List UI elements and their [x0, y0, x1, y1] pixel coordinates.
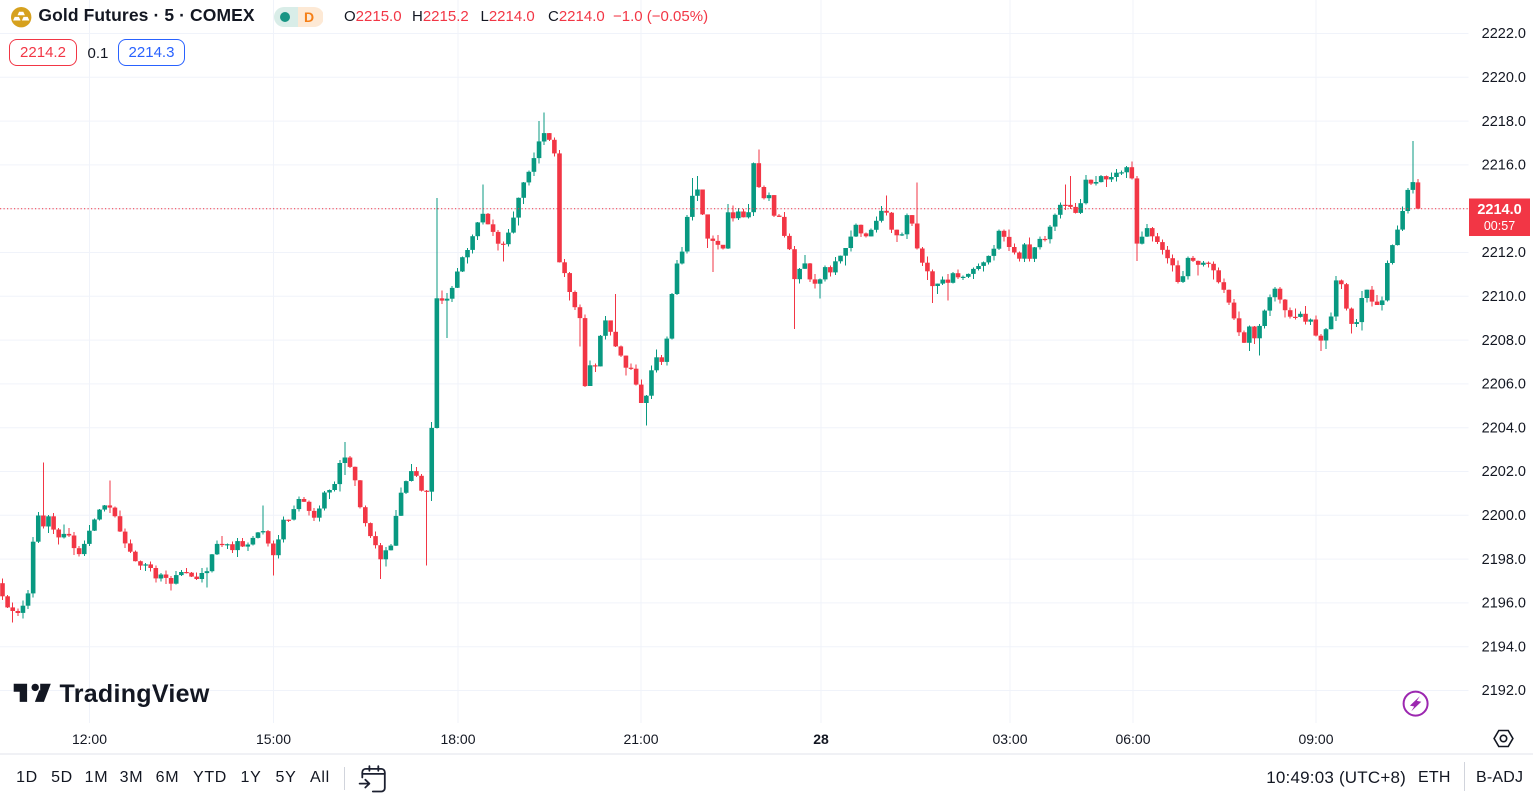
- svg-text:00:57: 00:57: [1484, 219, 1515, 233]
- svg-text:21:00: 21:00: [623, 731, 658, 747]
- svg-text:2210.0: 2210.0: [1482, 289, 1526, 305]
- svg-text:TradingView: TradingView: [60, 680, 210, 708]
- svg-text:2202.0: 2202.0: [1482, 464, 1526, 480]
- svg-text:15:00: 15:00: [256, 731, 291, 747]
- svg-text:06:00: 06:00: [1115, 731, 1150, 747]
- svg-text:2206.0: 2206.0: [1482, 377, 1526, 393]
- svg-text:2212.0: 2212.0: [1482, 245, 1526, 261]
- svg-text:2204.0: 2204.0: [1482, 420, 1526, 436]
- svg-text:2196.0: 2196.0: [1482, 596, 1526, 612]
- svg-text:2222.0: 2222.0: [1482, 26, 1526, 42]
- svg-text:2194.0: 2194.0: [1482, 639, 1526, 655]
- svg-text:03:00: 03:00: [992, 731, 1027, 747]
- svg-text:2220.0: 2220.0: [1482, 70, 1526, 86]
- svg-text:28: 28: [813, 731, 829, 747]
- svg-text:09:00: 09:00: [1298, 731, 1333, 747]
- svg-text:18:00: 18:00: [440, 731, 475, 747]
- svg-text:2192.0: 2192.0: [1482, 683, 1526, 699]
- svg-text:12:00: 12:00: [72, 731, 107, 747]
- svg-text:2214.0: 2214.0: [1477, 202, 1521, 218]
- svg-text:2208.0: 2208.0: [1482, 333, 1526, 349]
- svg-text:2200.0: 2200.0: [1482, 508, 1526, 524]
- svg-text:2216.0: 2216.0: [1482, 158, 1526, 174]
- svg-text:2218.0: 2218.0: [1482, 114, 1526, 130]
- svg-text:2198.0: 2198.0: [1482, 552, 1526, 568]
